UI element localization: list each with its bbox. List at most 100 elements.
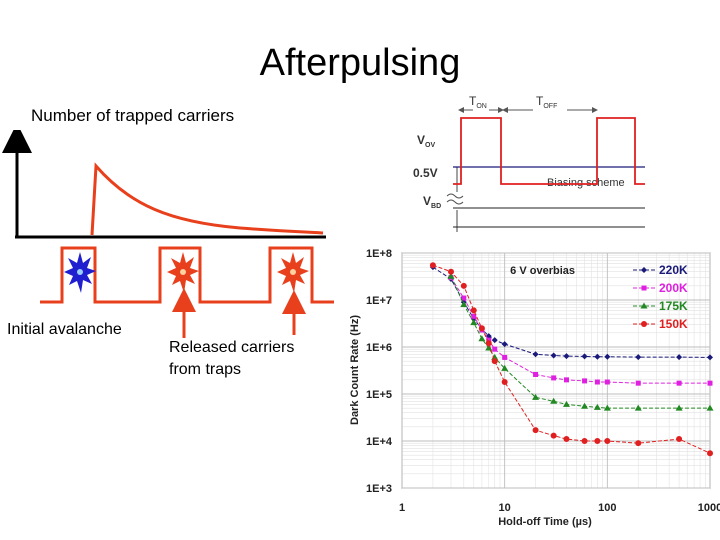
data-point-175K bbox=[550, 397, 558, 404]
data-point-150K bbox=[604, 438, 611, 444]
data-point-150K bbox=[429, 262, 436, 269]
data-point-200K bbox=[533, 371, 539, 377]
data-point-175K bbox=[491, 353, 499, 360]
data-point-150K bbox=[581, 438, 588, 444]
data-point-150K bbox=[460, 282, 467, 289]
data-point-220K bbox=[594, 353, 601, 360]
data-point-150K bbox=[550, 432, 557, 439]
data-point-220K bbox=[635, 354, 642, 361]
data-point-200K bbox=[676, 380, 682, 386]
data-point-175K bbox=[447, 272, 455, 279]
data-point-200K bbox=[582, 378, 588, 384]
data-point-200K bbox=[635, 380, 641, 386]
data-point-150K bbox=[563, 436, 570, 443]
biasing-scheme-caption: Biasing scheme bbox=[547, 177, 625, 189]
legend-label: 175K bbox=[659, 299, 688, 313]
data-point-150K bbox=[485, 340, 492, 347]
data-point-175K bbox=[501, 364, 509, 371]
data-point-175K bbox=[603, 404, 611, 411]
released-carrier-burst-icon-2 bbox=[277, 252, 309, 293]
data-point-150K bbox=[447, 268, 454, 275]
biasing-scheme-diagram: TON TOFF VOV 0.5V VBD bbox=[413, 94, 645, 232]
x-tick-label: 10 bbox=[499, 502, 511, 514]
legend-entry-150K: 150K bbox=[633, 317, 688, 331]
series-line-200K bbox=[450, 277, 710, 384]
data-point-175K bbox=[581, 402, 589, 409]
plot-area bbox=[401, 252, 711, 489]
y-tick-label: 1E+3 bbox=[366, 483, 392, 495]
data-point-220K bbox=[532, 351, 539, 358]
legend-marker bbox=[641, 285, 647, 291]
data-point-220K bbox=[707, 354, 713, 361]
y-tick-label: 1E+6 bbox=[366, 342, 392, 354]
data-point-200K bbox=[707, 380, 713, 386]
data-point-220K bbox=[581, 353, 588, 360]
y-axis-label: Dark Count Rate (Hz) bbox=[349, 315, 361, 425]
legend-entry-220K: 220K bbox=[633, 263, 688, 277]
released-carriers-label: Released carriers from traps bbox=[169, 337, 294, 381]
data-point-200K bbox=[502, 354, 508, 360]
initial-avalanche-burst-icon bbox=[64, 252, 96, 293]
data-point-220K bbox=[491, 337, 498, 344]
overbias-annotation: 6 V overbias bbox=[510, 265, 575, 277]
data-point-150K bbox=[470, 307, 477, 314]
y-tick-label: 1E+7 bbox=[366, 295, 392, 307]
data-point-175K bbox=[460, 301, 468, 308]
x-tick-label: 1000 bbox=[698, 502, 720, 514]
data-point-150K bbox=[635, 440, 642, 447]
legend-marker bbox=[641, 321, 647, 327]
released-label-line2: from traps bbox=[169, 361, 242, 378]
data-point-175K bbox=[485, 344, 493, 351]
data-point-175K bbox=[675, 404, 683, 411]
data-point-175K bbox=[532, 393, 540, 400]
legend-marker bbox=[640, 302, 648, 309]
y-tick-label: 1E+8 bbox=[366, 248, 392, 260]
data-point-200K bbox=[471, 313, 477, 319]
data-point-200K bbox=[492, 346, 498, 352]
series-150K bbox=[429, 262, 713, 457]
legend-entry-200K: 200K bbox=[633, 281, 688, 295]
data-point-220K bbox=[563, 353, 570, 360]
data-point-175K bbox=[562, 400, 570, 407]
data-point-200K bbox=[551, 375, 557, 381]
data-point-150K bbox=[594, 438, 601, 444]
data-point-200K bbox=[604, 379, 610, 385]
initial-avalanche-label: Initial avalanche bbox=[7, 321, 122, 338]
data-point-200K bbox=[461, 295, 467, 301]
pulse-train bbox=[40, 246, 334, 304]
slide-title: Afterpulsing bbox=[259, 42, 461, 84]
y-tick-label: 1E+4 bbox=[366, 436, 393, 448]
data-point-200K bbox=[486, 337, 492, 343]
data-point-200K bbox=[594, 379, 600, 385]
data-point-150K bbox=[532, 427, 539, 434]
data-point-175K bbox=[634, 404, 642, 411]
v-half-label: 0.5V bbox=[413, 166, 438, 180]
data-point-220K bbox=[550, 352, 557, 359]
trapped-carriers-label: Number of trapped carriers bbox=[31, 106, 235, 125]
data-point-200K bbox=[563, 377, 569, 383]
x-axis-label: Hold-off Time (µs) bbox=[498, 516, 592, 528]
released-label-line1: Released carriers bbox=[169, 339, 295, 356]
data-point-150K bbox=[707, 450, 713, 457]
data-point-150K bbox=[501, 379, 508, 386]
data-point-150K bbox=[676, 436, 683, 443]
data-point-220K bbox=[604, 353, 611, 360]
legend-label: 220K bbox=[659, 263, 688, 277]
data-point-220K bbox=[676, 354, 683, 361]
dark-count-rate-chart: 1 10 100 1000 1E+3 1E+4 1E+5 1E+6 1E+7 1E+8 6 V o… bbox=[349, 248, 720, 528]
v-ov-label: VOV bbox=[417, 133, 435, 149]
afterpulsing-diagram bbox=[1, 130, 334, 338]
data-point-175K bbox=[478, 335, 486, 342]
data-point-175K bbox=[593, 403, 601, 410]
t-off-label: TOFF bbox=[536, 94, 557, 110]
data-point-220K bbox=[501, 341, 508, 348]
data-point-175K bbox=[470, 319, 478, 326]
legend-label: 150K bbox=[659, 317, 688, 331]
bias-pulse-waveform bbox=[453, 117, 645, 185]
trapped-carriers-decay-curve bbox=[90, 162, 324, 236]
data-point-175K bbox=[706, 404, 714, 411]
series-175K bbox=[447, 272, 714, 411]
data-point-150K bbox=[491, 358, 498, 365]
v-bd-label: VBD bbox=[423, 194, 441, 210]
x-tick-label: 1 bbox=[399, 502, 405, 514]
